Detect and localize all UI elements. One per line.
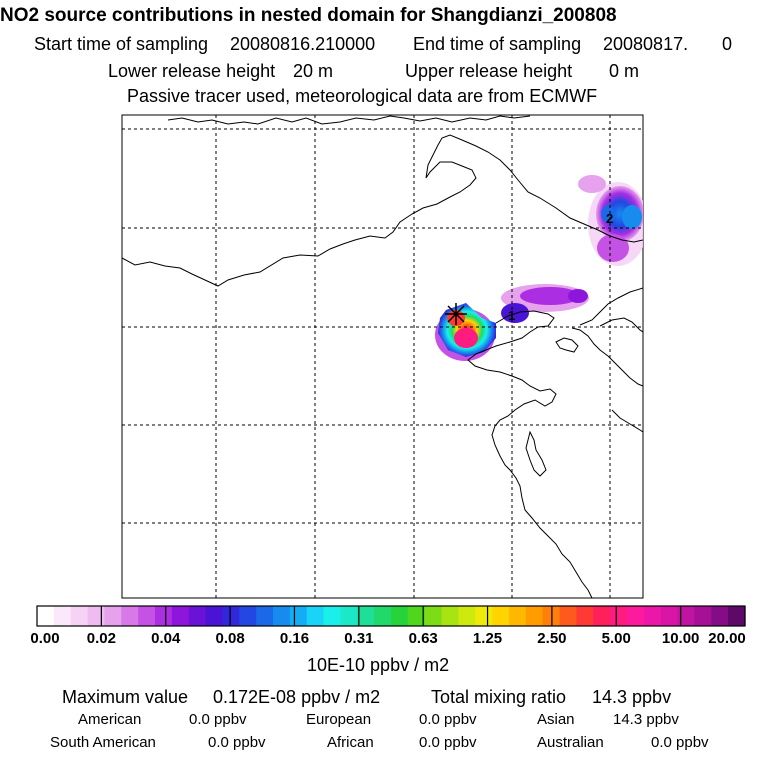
colorbar-cell: [711, 606, 729, 626]
colorbar-cell: [138, 606, 156, 626]
colorbar-cell: [559, 606, 578, 626]
colorbar-cell: [593, 606, 611, 626]
map-frame: [121, 114, 644, 599]
colorbar-cell: [660, 606, 679, 626]
colorbar-cell: [643, 606, 662, 626]
region-australian-value: 0.0 ppbv: [651, 734, 709, 751]
region-african-name: African: [327, 734, 374, 751]
plot-title: NO2 source contributions in nested domai…: [0, 5, 617, 26]
colorbar-tick-label: 10.00: [661, 630, 700, 647]
end-time-label: End time of sampling: [413, 34, 582, 54]
colorbar-cell: [424, 606, 443, 626]
colorbar-cell: [391, 606, 409, 626]
colorbar-cell: [627, 606, 645, 626]
end-time-suffix: 0: [722, 34, 733, 54]
colorbar-unit: 10E-10 ppbv / m2: [307, 655, 450, 675]
colorbar-tick-label: 2.50: [537, 630, 567, 647]
colorbar-cell: [509, 606, 527, 626]
colorbar-cell: [171, 606, 190, 626]
colorbar-cell: [70, 606, 89, 626]
lower-release-label: Lower release height: [108, 61, 276, 81]
region-asian-value: 14.3 ppbv: [613, 711, 679, 728]
colorbar-cell: [458, 606, 476, 626]
colorbar-cell: [37, 606, 55, 626]
colorbar-cell: [374, 606, 392, 626]
colorbar-cell: [273, 606, 291, 626]
colorbar-cell: [576, 606, 594, 626]
colorbar-cell: [306, 606, 325, 626]
colorbar-outline: [36, 605, 746, 627]
colorbar-tick-label: 1.25: [472, 630, 503, 647]
colorbar-tick-label: 0.02: [86, 630, 116, 647]
marker-2-label: 2: [606, 211, 613, 226]
marker-1-label: 1: [508, 308, 515, 323]
start-time-label: Start time of sampling: [34, 34, 209, 54]
colorbar-cell: [610, 606, 628, 626]
region-american-name: American: [78, 711, 142, 728]
colorbar-cell: [256, 606, 274, 626]
max-value: 0.172E-08 ppbv / m2: [213, 687, 381, 707]
colorbar-cell: [492, 606, 510, 626]
colorbar-tick-label: 5.00: [601, 630, 631, 647]
colorbar-tick-label: 0.04: [151, 630, 181, 647]
colorbar-tick-label: 0.08: [215, 630, 245, 647]
receptor-star-marker: [445, 303, 467, 325]
lower-release-value: 20 m: [293, 61, 334, 81]
colorbar-cell: [289, 606, 308, 626]
colorbar-cell: [155, 606, 173, 626]
colorbar-tick-label: 0.00: [30, 630, 60, 647]
region-south-american-value: 0.0 ppbv: [208, 734, 266, 751]
region-asian-name: Asian: [537, 711, 575, 728]
upper-release-label: Upper release height: [405, 61, 573, 81]
colorbar-cell: [239, 606, 257, 626]
tracer-note: Passive tracer used, meteorological data…: [127, 86, 598, 106]
coastline: [122, 115, 643, 598]
region-american-value: 0.0 ppbv: [189, 711, 247, 728]
colorbar-cell: [525, 606, 544, 626]
colorbar-cell: [728, 606, 746, 626]
colorbar-cell: [475, 606, 493, 626]
region-european-value: 0.0 ppbv: [419, 711, 477, 728]
colorbar-cell: [677, 606, 696, 626]
region-european-name: European: [306, 711, 372, 728]
colorbar-cell: [407, 606, 426, 626]
colorbar-cell: [441, 606, 460, 626]
region-australian-name: Australian: [537, 734, 604, 751]
colorbar-tick-label: 0.16: [279, 630, 310, 647]
end-time-value: 20080817.: [603, 34, 689, 54]
colorbar-tick-label: 0.63: [408, 630, 438, 647]
colorbar-cell: [694, 606, 712, 626]
colorbar-cell: [222, 606, 240, 626]
colorbar-cell: [188, 606, 207, 626]
colorbar-cell: [323, 606, 342, 626]
colorbar-tick-label: 0.31: [344, 630, 374, 647]
total-mixing-value: 14.3 ppbv: [592, 687, 672, 707]
start-time-value: 20080816.210000: [230, 34, 376, 54]
total-mixing-label: Total mixing ratio: [431, 687, 567, 707]
colorbar-cell: [53, 606, 72, 626]
colorbar-cell: [104, 606, 122, 626]
lat-lon-grid: [122, 115, 643, 598]
colorbar-cell: [357, 606, 375, 626]
max-value-label: Maximum value: [62, 687, 189, 707]
region-south-american-name: South American: [50, 734, 156, 751]
colorbar-dividers: [100, 606, 682, 626]
colorbar-cell: [205, 606, 224, 626]
colorbar: [37, 606, 746, 626]
region-african-value: 0.0 ppbv: [419, 734, 477, 751]
colorbar-cell: [340, 606, 358, 626]
colorbar-cell: [121, 606, 139, 626]
colorbar-tick-label: 20.00: [708, 630, 746, 647]
colorbar-cell: [87, 606, 106, 626]
upper-release-value: 0 m: [609, 61, 640, 81]
